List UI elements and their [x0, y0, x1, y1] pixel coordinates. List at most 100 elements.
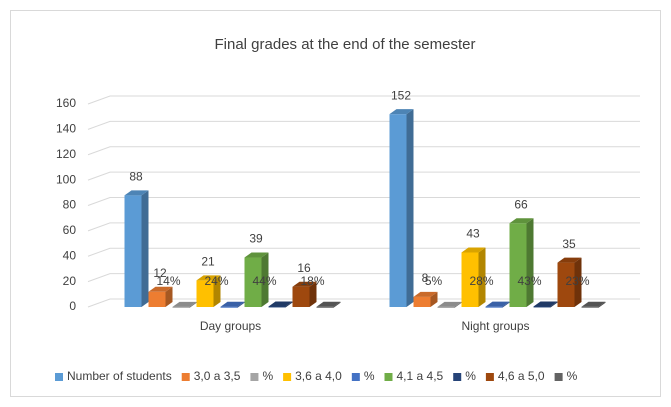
bar-side	[285, 301, 293, 308]
bar-front	[220, 306, 238, 308]
legend-swatch	[453, 373, 462, 381]
data-label: 18%	[300, 274, 324, 288]
bar-front	[461, 252, 479, 307]
bar-top	[196, 275, 221, 281]
bar-side	[502, 301, 510, 308]
bar-front	[389, 114, 407, 308]
bar-front	[244, 257, 262, 307]
bar-top	[437, 301, 462, 307]
legend-label: 4,6 a 5,0	[498, 369, 545, 383]
bar-front	[172, 306, 190, 308]
y-tick-label: 60	[63, 223, 77, 237]
data-label: 39	[249, 232, 263, 246]
x-tick-label: Day groups	[200, 319, 261, 333]
y-tick-label: 160	[56, 96, 76, 110]
data-label: 21	[201, 255, 215, 269]
bar-top	[172, 301, 197, 307]
legend-swatch	[485, 373, 494, 381]
data-label: 88	[129, 170, 143, 184]
bar-front	[509, 223, 527, 307]
data-label: 43	[466, 227, 480, 241]
bar-top	[557, 257, 582, 263]
bar-front	[437, 306, 455, 308]
bar-side	[189, 301, 197, 308]
bar-top	[461, 247, 486, 253]
bar-top	[413, 291, 438, 297]
bar-front	[124, 195, 142, 307]
data-label: 14%	[156, 274, 180, 288]
grid-line	[87, 197, 640, 206]
bar-side	[141, 190, 149, 307]
bar-side	[454, 301, 462, 308]
bar-top	[268, 301, 293, 307]
legend-label: %	[567, 369, 578, 383]
data-label: 28%	[469, 274, 493, 288]
data-label: 12	[153, 266, 167, 280]
y-tick-label: 120	[56, 147, 76, 161]
data-label: 5%	[425, 274, 443, 288]
bar-top	[581, 301, 606, 307]
bar-top	[316, 301, 341, 307]
legend-swatch	[351, 373, 360, 381]
bar-side	[430, 291, 438, 307]
y-tick-label: 80	[63, 198, 77, 212]
legend-label: Number of students	[67, 369, 172, 383]
data-label: 152	[391, 88, 411, 102]
y-tick-label: 0	[69, 299, 76, 313]
y-tick-label: 100	[56, 172, 76, 186]
y-tick-label: 20	[63, 274, 77, 288]
chart-border	[10, 10, 661, 397]
grid-line	[87, 171, 640, 181]
y-tick-label: 140	[56, 122, 76, 136]
bar-top	[244, 252, 269, 258]
grid-line	[87, 247, 640, 257]
bar-top	[292, 281, 317, 287]
data-label: 23%	[565, 274, 589, 288]
bar-top	[148, 286, 173, 292]
legend-swatch	[283, 373, 292, 381]
legend-swatch	[554, 373, 563, 381]
bar-side	[574, 257, 582, 307]
bar-front	[485, 306, 503, 308]
bar-front	[581, 306, 599, 308]
bar-side	[550, 301, 558, 308]
legend-label: 3,0 a 3,5	[194, 369, 241, 383]
bar-top	[124, 190, 149, 196]
grid-line	[87, 120, 640, 130]
y-tick-label: 40	[63, 248, 77, 262]
bar-side	[261, 252, 269, 307]
legend-label: %	[262, 369, 273, 383]
grid-line	[87, 222, 640, 232]
bar-front	[148, 291, 166, 307]
legend-label: %	[465, 369, 476, 383]
bar-side	[598, 301, 606, 308]
legend-swatch	[384, 373, 393, 381]
bar-front	[292, 286, 310, 307]
bar-top	[533, 301, 558, 307]
bar-front	[413, 296, 431, 307]
legend-label: 4,1 a 4,5	[397, 369, 444, 383]
bar-front	[316, 306, 334, 308]
legend-label: %	[364, 369, 375, 383]
data-label: 44%	[252, 274, 276, 288]
bar-side	[478, 247, 486, 307]
data-label: 66	[514, 197, 528, 211]
bar-top	[220, 301, 245, 307]
bar-side	[406, 109, 414, 308]
grid-line	[87, 146, 640, 156]
bar-side	[333, 301, 341, 308]
grid-line	[87, 95, 640, 105]
chart-title: Final grades at the end of the semester	[215, 36, 476, 53]
bar-side	[309, 281, 317, 307]
bar-side	[165, 286, 173, 307]
data-label: 43%	[517, 274, 541, 288]
data-label: 16	[297, 261, 311, 275]
bar-front	[196, 280, 214, 307]
bar-top	[389, 109, 414, 115]
legend-swatch	[181, 373, 190, 381]
bar-front	[268, 306, 286, 308]
bar-side	[237, 301, 245, 308]
bar-front	[557, 262, 575, 307]
data-label: 8	[422, 271, 429, 285]
